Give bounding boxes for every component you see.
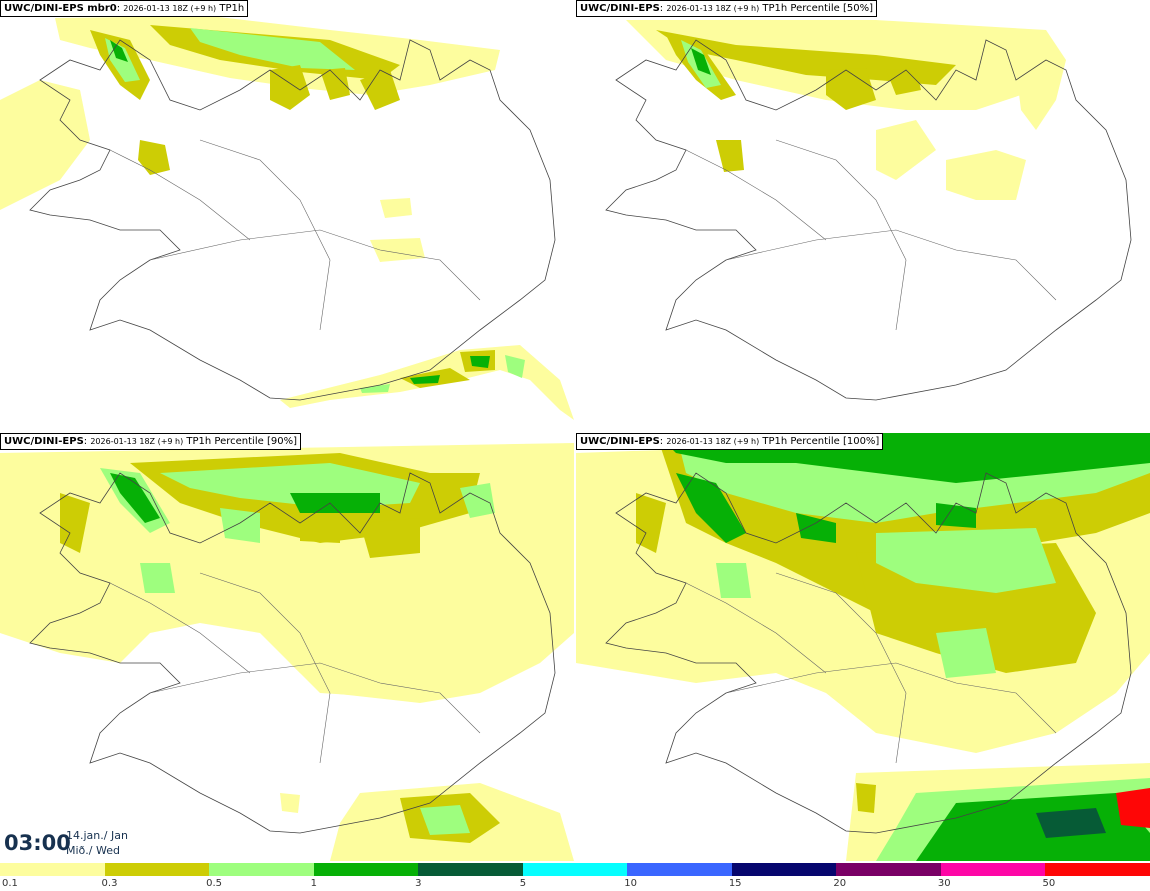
map-panel-member0: UWC/DINI-EPS mbr0: 2026-01-13 18Z (+9 h)… [0,0,574,432]
legend-swatch [104,863,210,876]
precip-fields [0,443,574,861]
valid-time: 03:00 [4,831,71,855]
map-panel-percentile-50: UWC/DINI-EPS: 2026-01-13 18Z (+9 h) TP1h… [576,0,1150,432]
legend-label: 0.3 [101,878,118,889]
run-time: 2026-01-13 18Z (+9 h) [666,437,760,446]
precip-fields [0,16,574,420]
panel-title: UWC/DINI-EPS mbr0: 2026-01-13 18Z (+9 h)… [0,0,249,17]
valid-date: 14.jan./ Jan [66,829,128,842]
panel-title: UWC/DINI-EPS: 2026-01-13 18Z (+9 h) TP1h… [0,433,301,450]
field-name: TP1h [219,3,245,14]
field-name: TP1h Percentile [100%] [762,436,880,447]
legend-label: 3 [415,878,422,889]
field-name: TP1h Percentile [90%] [186,436,297,447]
legend-swatch [522,863,628,876]
map-panel-percentile-90: UWC/DINI-EPS: 2026-01-13 18Z (+9 h) TP1h… [0,433,574,861]
valid-time-box: 03:00 14.jan./ Jan Mið./ Wed [0,822,140,862]
valid-weekday: Mið./ Wed [66,844,120,857]
coastline [605,39,1132,401]
precip-map [605,20,1132,401]
legend-label: 30 [937,878,951,889]
legend-swatch [940,863,1046,876]
coastline [29,39,556,401]
run-time: 2026-01-13 18Z (+9 h) [666,4,760,13]
legend-label: 50 [1042,878,1056,889]
legend-label: 15 [728,878,742,889]
coastline [605,472,1132,834]
field-name: TP1h Percentile [50%] [762,3,873,14]
panel-title: UWC/DINI-EPS: 2026-01-13 18Z (+9 h) TP1h… [576,0,877,17]
run-time: 2026-01-13 18Z (+9 h) [90,437,184,446]
model-name: UWC/DINI-EPS mbr0 [4,3,117,14]
legend-swatch [627,863,733,876]
legend-label: 20 [833,878,847,889]
legend-swatch [731,863,837,876]
precip-fields [626,20,1066,200]
precip-fields [576,433,1150,861]
model-name: UWC/DINI-EPS [580,3,660,14]
model-name: UWC/DINI-EPS [4,436,84,447]
map-panel-percentile-100: UWC/DINI-EPS: 2026-01-13 18Z (+9 h) TP1h… [576,433,1150,861]
legend-swatch [1045,863,1150,876]
legend-swatch [209,863,315,876]
legend-label: 10 [624,878,637,889]
legend-swatch [836,863,942,876]
legend-label: 5 [519,878,527,889]
legend-swatch [0,863,105,876]
legend-swatch [418,863,524,876]
precip-map [576,433,1150,861]
run-time: 2026-01-13 18Z (+9 h) [123,4,217,13]
legend-swatch [313,863,419,876]
precip-map [0,16,574,420]
precip-map [0,443,574,861]
color-legend: 0.1 0.3 0.5 1 3 5 10 15 20 30 50 [0,863,1150,891]
legend-label: 1 [310,878,317,889]
legend-label: 0.1 [2,878,18,889]
legend-label: 0.5 [206,878,222,889]
panel-title: UWC/DINI-EPS: 2026-01-13 18Z (+9 h) TP1h… [576,433,884,450]
model-name: UWC/DINI-EPS [580,436,660,447]
coastline [29,472,556,834]
